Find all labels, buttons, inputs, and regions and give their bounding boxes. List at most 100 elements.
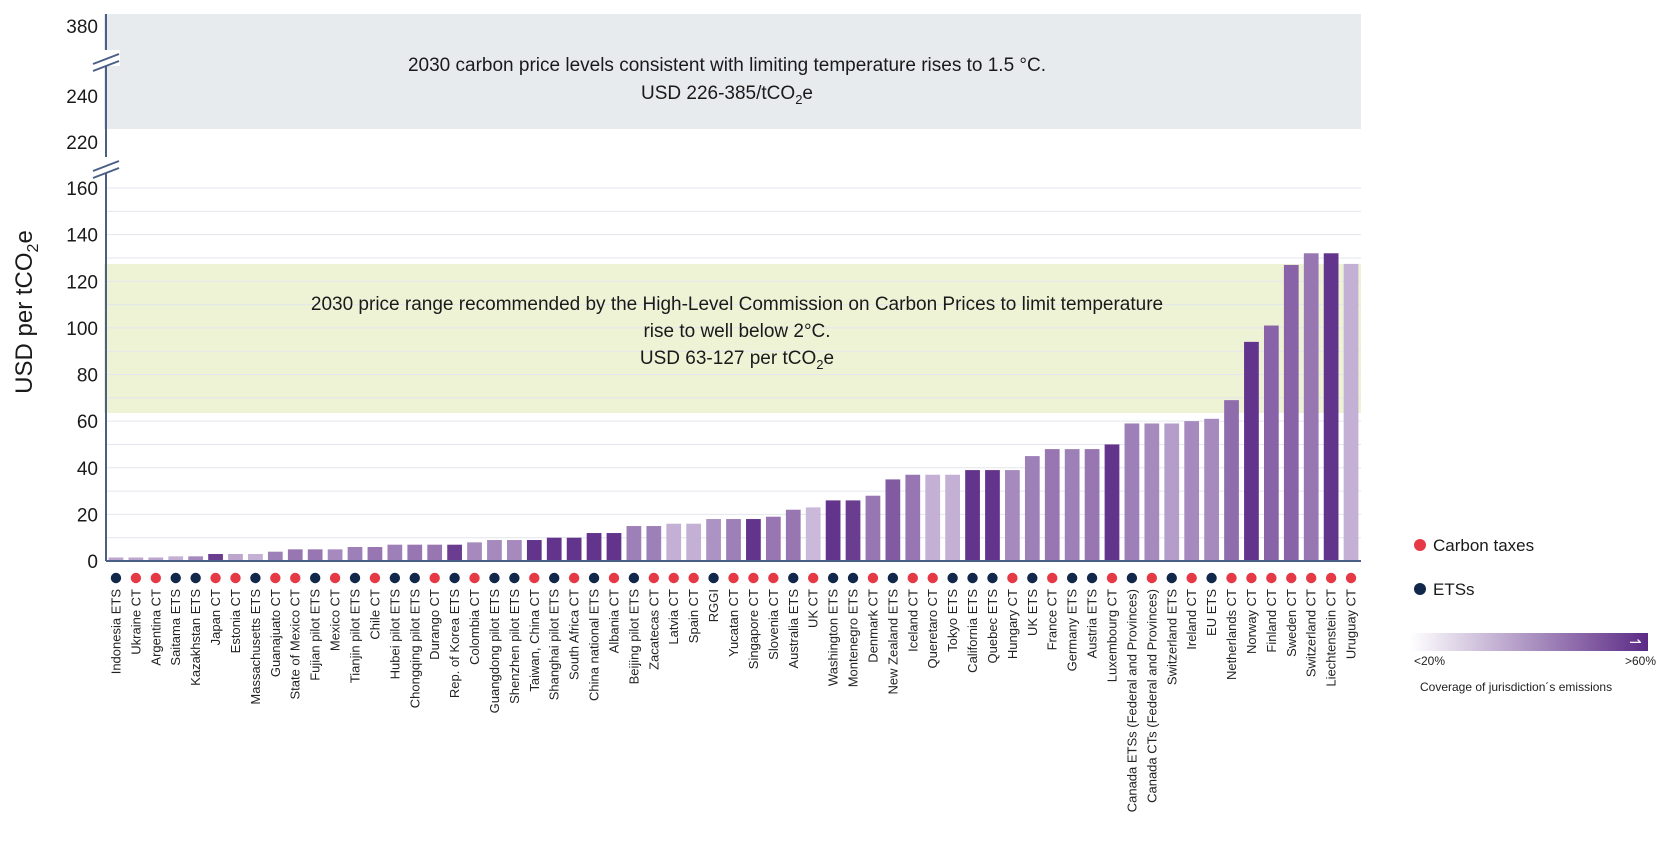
- category-label-17: Rep. of Korea ETS: [447, 589, 462, 698]
- category-label-6: Estonia CT: [228, 589, 243, 653]
- category-label-39: New Zealand ETS: [885, 589, 900, 695]
- dot-4: [190, 572, 201, 584]
- bar-4: [188, 556, 204, 561]
- category-label-56: Netherlands CT: [1224, 589, 1239, 680]
- dot-8: [270, 572, 281, 584]
- band-2c-line-1: 2030 price range recommended by the High…: [311, 294, 1163, 315]
- bar-50: [1104, 444, 1120, 561]
- category-label-15: Chongqing pilot ETS: [407, 589, 422, 709]
- category-label-40: Iceland CT: [905, 589, 920, 652]
- category-label-50: Luxembourg CT: [1104, 589, 1119, 682]
- category-label-31: Yucatan CT: [726, 589, 741, 657]
- y-tick-40: 40: [77, 459, 98, 480]
- bar-23: [566, 537, 582, 561]
- band-1-5c-label: 2030 carbon price levels consistent with…: [408, 55, 1046, 107]
- bar-21: [526, 540, 542, 561]
- dot-19: [489, 572, 500, 584]
- y-axis-label: USD per tCO2e: [11, 230, 42, 394]
- bar-10: [307, 549, 323, 561]
- dot-46: [1027, 572, 1038, 584]
- band-2c-line-2: rise to well below 2°C.: [643, 321, 830, 342]
- dot-18: [469, 572, 480, 584]
- dot-45: [1007, 572, 1018, 584]
- bar-11: [327, 549, 343, 561]
- category-label-8: Guanajuato CT: [268, 589, 283, 677]
- category-label-53: Switzerland ETS: [1164, 589, 1179, 685]
- category-labels: Indonesia ETS Ukraine CT Argentina CT Saita…: [108, 589, 1358, 813]
- category-label-5: Japan CT: [208, 589, 223, 645]
- dot-47: [1047, 572, 1058, 584]
- category-label-7: Massachusetts ETS: [248, 589, 263, 705]
- band-1-5c-line-1: 2030 carbon price levels consistent with…: [408, 55, 1046, 76]
- bar-62: [1343, 263, 1359, 561]
- bar-12: [347, 547, 363, 561]
- bar-1: [128, 557, 144, 561]
- category-label-48: Germany ETS: [1065, 589, 1080, 672]
- category-label-1: Ukraine CT: [128, 589, 143, 655]
- category-label-62: Uruguay CT: [1344, 589, 1359, 659]
- bars: [108, 253, 1359, 561]
- bar-29: [686, 523, 702, 561]
- bar-18: [467, 542, 482, 561]
- category-label-52: Canada CTs (Federal and Provinces): [1144, 589, 1159, 803]
- bar-49: [1084, 449, 1100, 561]
- category-label-28: Latvia CT: [666, 589, 681, 645]
- category-label-59: Sweden CT: [1284, 589, 1299, 657]
- category-label-47: France CT: [1045, 589, 1060, 650]
- category-label-46: UK ETS: [1025, 589, 1040, 636]
- bar-57: [1244, 341, 1259, 561]
- dot-55: [1206, 572, 1217, 584]
- category-label-11: Mexico CT: [328, 589, 343, 651]
- bar-48: [1064, 449, 1080, 561]
- bar-45: [1005, 470, 1020, 561]
- dot-3: [170, 572, 181, 584]
- legend: Carbon taxes ETSs ⇀ <20% >60% Coverage o…: [1410, 536, 1656, 694]
- axis-break-upper: [92, 50, 120, 72]
- dot-34: [788, 572, 799, 584]
- bar-30: [706, 519, 721, 561]
- category-label-19: Guangdong pilot ETS: [487, 589, 502, 714]
- category-label-44: Quebec ETS: [985, 589, 1000, 664]
- dot-22: [549, 572, 560, 584]
- dot-51: [1126, 572, 1138, 584]
- bar-22: [546, 537, 562, 561]
- y-tick-100: 100: [66, 319, 98, 340]
- category-label-34: Australia ETS: [786, 589, 801, 669]
- dot-57: [1246, 572, 1257, 584]
- dot-39: [887, 572, 899, 584]
- bar-19: [487, 540, 502, 561]
- dot-15: [409, 572, 420, 584]
- category-label-24: China national ETS: [587, 589, 602, 701]
- category-label-57: Norway CT: [1244, 589, 1259, 654]
- category-label-30: RGGI: [706, 589, 721, 622]
- dot-27: [648, 572, 660, 584]
- bar-47: [1044, 449, 1060, 561]
- y-tick-240: 240: [66, 87, 98, 108]
- bar-38: [865, 495, 881, 561]
- dot-14: [389, 572, 401, 584]
- category-label-10: Fujian pilot ETS: [308, 589, 323, 681]
- dot-28: [668, 572, 679, 584]
- bar-6: [228, 554, 243, 561]
- y-tick-380: 380: [66, 17, 98, 38]
- category-label-22: Shanghai pilot ETS: [547, 589, 562, 701]
- bar-16: [427, 544, 443, 561]
- dot-25: [608, 572, 620, 584]
- bar-51: [1124, 423, 1140, 561]
- dot-48: [1066, 572, 1078, 584]
- category-label-41: Queretaro CT: [925, 589, 940, 669]
- dot-23: [568, 572, 580, 584]
- dot-49: [1086, 572, 1098, 584]
- dot-20: [509, 572, 520, 584]
- coverage-title: Coverage of jurisdiction´s emissions: [1420, 680, 1612, 694]
- dot-61: [1325, 572, 1337, 584]
- category-label-49: Austria ETS: [1085, 589, 1100, 659]
- dot-38: [867, 572, 879, 584]
- dot-26: [628, 572, 640, 584]
- dot-35: [807, 572, 819, 584]
- dot-59: [1286, 572, 1297, 584]
- bar-42: [945, 474, 960, 561]
- bar-13: [367, 547, 383, 561]
- band-2c-label: 2030 price range recommended by the High…: [311, 294, 1163, 372]
- y-tick-160: 160: [66, 179, 98, 200]
